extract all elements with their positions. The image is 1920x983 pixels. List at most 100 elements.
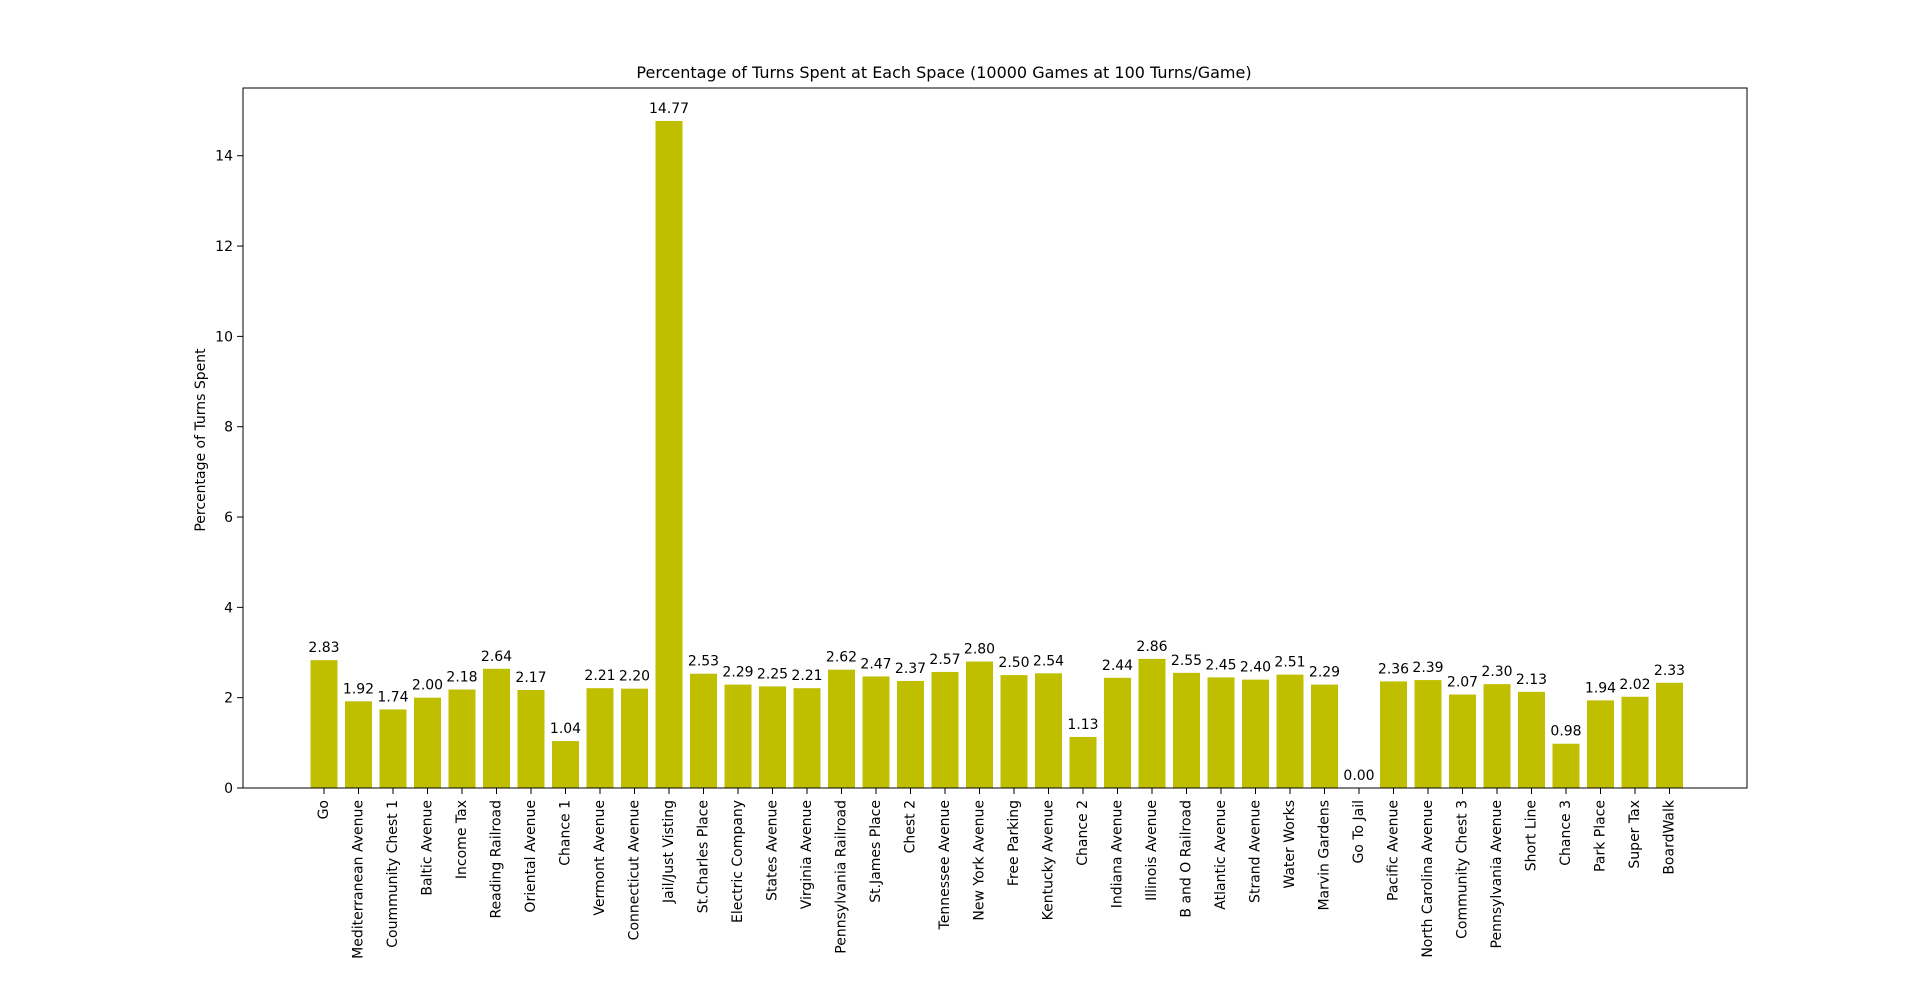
bar [1552, 743, 1580, 788]
bar-value-label: 2.17 [515, 670, 546, 686]
x-tick-label: Water Works [1282, 800, 1298, 889]
x-tick-label: Free Parking [1006, 800, 1022, 886]
x-tick-label: Indiana Avenue [1110, 800, 1126, 908]
x-tick-label: Electric Company [730, 800, 746, 923]
bar-value-label: 2.18 [446, 670, 477, 686]
bars-layer: 2.831.921.742.002.182.642.171.042.21 2.20… [308, 101, 1685, 788]
bar [1414, 680, 1442, 788]
x-tick-label: States Avenue [765, 800, 781, 901]
bar [1311, 684, 1338, 788]
bar [1138, 658, 1166, 788]
y-tick-label: 10 [215, 329, 233, 345]
bar [1483, 684, 1511, 788]
x-tick-label: Oriental Avenue [523, 800, 539, 913]
bar [1656, 682, 1683, 788]
bar [1276, 674, 1304, 788]
bar [414, 697, 441, 788]
bar [483, 668, 510, 788]
x-tick-label: Park Place [1593, 800, 1609, 872]
bar [1173, 672, 1200, 788]
bar-value-label: 2.83 [308, 640, 339, 656]
x-tick-label: Income Tax [454, 800, 470, 879]
x-tick-label: Virginia Avenue [799, 800, 815, 909]
bar-value-label: 2.55 [1171, 653, 1202, 669]
bar-value-label: 2.25 [757, 666, 788, 682]
chart-title: Percentage of Turns Spent at Each Space … [636, 63, 1251, 82]
x-tick-label: Tennessee Avenue [937, 800, 953, 930]
x-tick-label: Mediterranean Avenue [351, 800, 367, 959]
bar-value-label: 2.54 [1033, 653, 1064, 669]
x-tick-label: Chest 2 [903, 800, 919, 853]
x-tick-label: Go To Jail [1351, 800, 1367, 864]
bar [897, 680, 924, 788]
bar [1242, 679, 1269, 788]
bar-value-label: 2.86 [1136, 639, 1167, 655]
x-tick-label: Connecticut Avenue [627, 800, 643, 940]
bar-value-label: 2.07 [1447, 675, 1478, 691]
x-tick-label: St.James Place [868, 800, 884, 903]
x-tick-label: Chance 2 [1075, 800, 1091, 866]
x-tick-label: Pennsylvania Avenue [1489, 800, 1505, 948]
bar [586, 688, 614, 788]
bar-value-label: 2.53 [688, 654, 719, 670]
x-tick-label: Super Tax [1627, 800, 1643, 869]
bar [724, 684, 752, 788]
x-axis: Go Mediterranean Avenue Coummunity Chest 1… [316, 788, 1678, 959]
bar [1000, 675, 1028, 788]
bar [552, 741, 579, 788]
bar-value-label: 2.02 [1619, 677, 1650, 693]
y-tick-label: 12 [215, 239, 233, 255]
y-tick-label: 8 [224, 420, 233, 436]
bar-value-label: 1.92 [343, 681, 374, 697]
x-tick-label: Go [316, 800, 332, 819]
bar [690, 673, 717, 788]
bar-value-label: 2.64 [481, 649, 512, 665]
bar-value-label: 2.20 [619, 669, 650, 685]
x-tick-label: Atlantic Avenue [1213, 800, 1229, 910]
bar-value-label: 2.21 [584, 668, 615, 684]
x-tick-label: Jail/Just Visting [661, 800, 677, 904]
bar [1621, 696, 1649, 788]
y-axis-label: Percentage of Turns Spent [193, 348, 209, 532]
bar [310, 660, 338, 788]
x-tick-label: Illinois Avenue [1144, 800, 1160, 901]
x-tick-label: Baltic Avenue [420, 800, 436, 896]
bar [517, 690, 545, 788]
bar-value-label: 2.33 [1654, 663, 1685, 679]
x-tick-label: Pennsylvania Railroad [834, 800, 850, 954]
bar [1518, 691, 1545, 788]
x-tick-label: Marvin Gardens [1317, 800, 1333, 911]
x-tick-label: North Carolina Avenue [1420, 800, 1436, 958]
bar-value-label: 0.98 [1550, 724, 1581, 740]
bar-value-label: 2.40 [1240, 660, 1271, 676]
bar-value-label: 1.74 [377, 689, 408, 705]
bar [931, 671, 959, 788]
y-axis: 0 2 4 6 8 10 12 14 [215, 149, 243, 797]
bar-value-label: 2.21 [791, 668, 822, 684]
bar-value-label: 2.29 [722, 665, 753, 681]
y-tick-label: 4 [224, 600, 233, 616]
y-tick-label: 2 [224, 691, 233, 707]
bar-value-label: 2.36 [1378, 661, 1409, 677]
bar-value-label: 2.45 [1205, 657, 1236, 673]
x-tick-label: Short Line [1524, 800, 1540, 871]
bar [345, 701, 372, 788]
x-tick-label: New York Avenue [972, 800, 988, 921]
bar [379, 709, 407, 788]
y-tick-label: 6 [224, 510, 233, 526]
bar [621, 688, 648, 788]
x-tick-label: St.Charles Place [696, 800, 712, 913]
bar-value-label: 1.04 [550, 721, 581, 737]
bar-value-label: 0.00 [1343, 768, 1374, 784]
x-tick-label: Community Chest 3 [1455, 800, 1471, 939]
x-tick-label: Chance 1 [558, 800, 574, 866]
plot-frame [242, 87, 1748, 789]
bar [448, 689, 476, 788]
bar [1035, 673, 1062, 788]
x-tick-label: Reading Railroad [489, 800, 505, 919]
bar-value-label: 2.37 [895, 661, 926, 677]
x-tick-label: Pacific Avenue [1386, 800, 1402, 901]
bar-value-label: 2.00 [412, 678, 443, 694]
bar [655, 120, 683, 788]
